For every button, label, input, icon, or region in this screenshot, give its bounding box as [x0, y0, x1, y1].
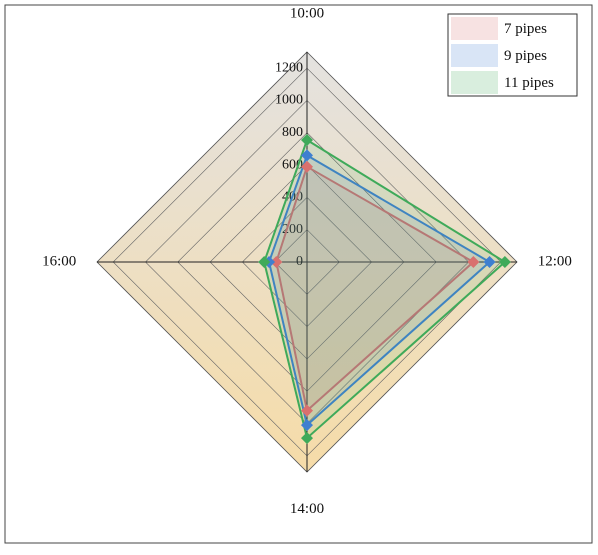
marker: [483, 256, 496, 268]
r-tick-label: 800: [282, 125, 303, 140]
marker: [301, 160, 313, 173]
legend: 7 pipes 9 pipes 11 pipes: [447, 13, 578, 97]
r-tick-label: 1000: [275, 93, 303, 108]
legend-swatch: [451, 71, 498, 94]
legend-label: 7 pipes: [504, 21, 547, 37]
marker: [301, 419, 313, 432]
legend-label: 9 pipes: [504, 48, 547, 64]
marker: [258, 256, 271, 268]
r-tick-label: 0: [296, 254, 303, 269]
legend-swatch: [451, 44, 498, 67]
category-label: 16:00: [42, 253, 76, 269]
marker: [270, 256, 283, 268]
legend-box: [447, 13, 578, 97]
category-label: 10:00: [290, 6, 324, 22]
marker: [301, 432, 313, 445]
marker: [467, 256, 480, 268]
category-label: 14:00: [290, 501, 324, 517]
frame: [4, 4, 593, 544]
marker: [301, 149, 313, 162]
category-label: 12:00: [538, 253, 572, 269]
marker: [301, 134, 313, 147]
legend-swatch: [451, 17, 498, 40]
marker: [301, 404, 313, 417]
legend-label: 11 pipes: [504, 75, 554, 91]
r-tick-label: 1200: [275, 60, 303, 75]
marker: [498, 256, 511, 268]
